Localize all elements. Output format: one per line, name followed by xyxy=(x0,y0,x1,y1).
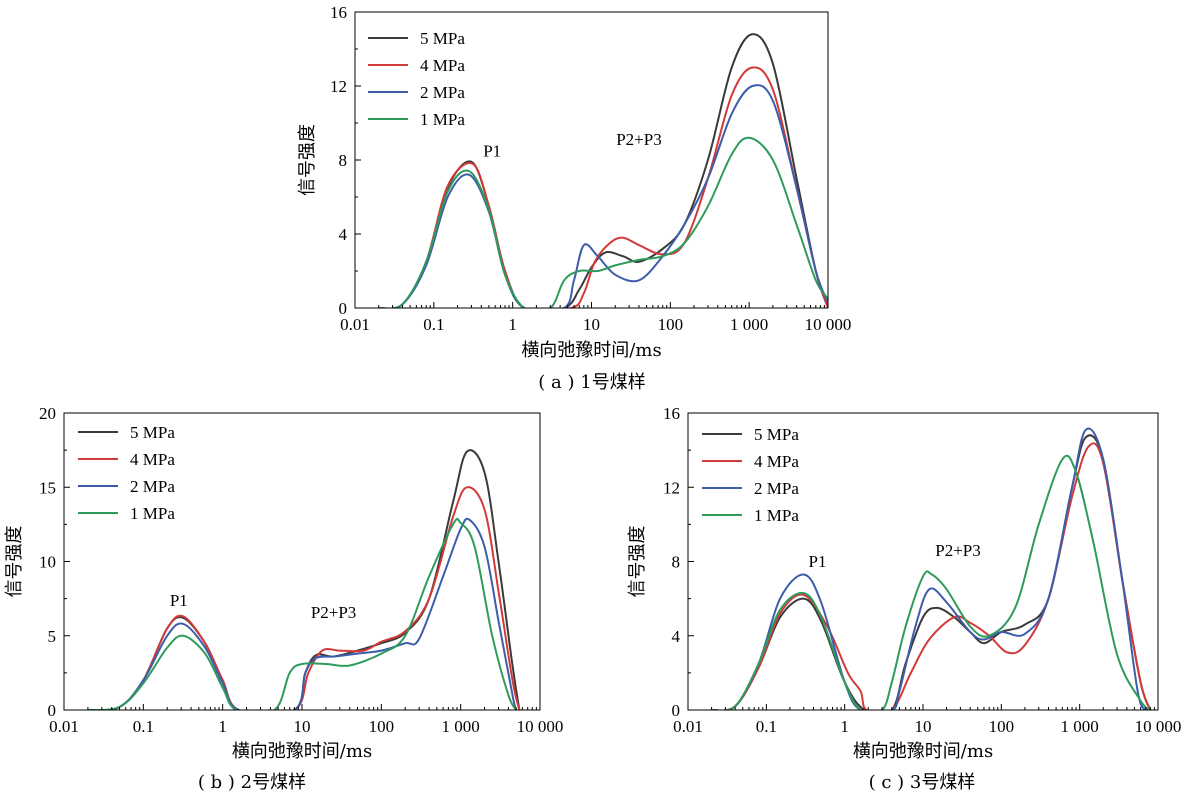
y-tick-label: 16 xyxy=(663,404,680,423)
x-tick-label: 10 000 xyxy=(805,315,852,334)
y-tick-label: 20 xyxy=(39,404,56,423)
x-tick-label: 0.01 xyxy=(49,717,79,736)
x-tick-label: 100 xyxy=(989,717,1015,736)
y-tick-label: 4 xyxy=(339,225,348,244)
x-tick-label: 0.1 xyxy=(133,717,154,736)
series-line-4-mpa xyxy=(711,442,1152,710)
legend-label: 2 MPa xyxy=(420,83,465,102)
x-tick-label: 1 000 xyxy=(442,717,480,736)
x-tick-label: 0.1 xyxy=(423,315,444,334)
y-tick-label: 5 xyxy=(48,627,57,646)
legend-label: 5 MPa xyxy=(420,29,465,48)
y-axis-label: 信号强度 xyxy=(627,526,648,598)
chart-caption: ( c ) 3号煤样 xyxy=(869,772,976,793)
peak-annotation: P1 xyxy=(809,552,827,571)
series-line-1-mpa xyxy=(711,454,1152,710)
series-line-1-mpa xyxy=(378,136,828,308)
x-tick-label: 1 xyxy=(840,717,849,736)
x-axis-label: 横向弛豫时间/ms xyxy=(521,340,661,361)
y-tick-label: 8 xyxy=(672,553,681,572)
x-tick-label: 10 000 xyxy=(517,717,564,736)
chart-a: 0.01 0.1 1 10 100 1 000 10 000 0 4 8 12 16 横向弛豫时间/ms… xyxy=(297,3,851,393)
series-group xyxy=(378,33,828,308)
series-line-2-mpa xyxy=(378,83,828,308)
legend-label: 1 MPa xyxy=(130,504,175,523)
y-tick-label: 4 xyxy=(672,627,681,646)
peak-annotation: P2+P3 xyxy=(616,130,662,149)
chart-b: 0.01 0.1 1 10 100 1 000 10 000 0 5 10 15 20 横向弛豫时间/m… xyxy=(4,404,563,793)
x-tick-label: 10 xyxy=(294,717,311,736)
chart-c: 0.01 0.1 1 10 100 1 000 10 000 0 4 8 12 16 横向弛豫时间/ms… xyxy=(627,404,1181,793)
x-tick-label: 100 xyxy=(369,717,395,736)
legend-label: 2 MPa xyxy=(130,477,175,496)
peak-annotation: P2+P3 xyxy=(935,541,981,560)
legend-label: 1 MPa xyxy=(754,506,799,525)
series-line-2-mpa xyxy=(87,517,518,710)
series-group xyxy=(87,449,521,710)
series-line-4-mpa xyxy=(87,486,521,710)
y-tick-label: 16 xyxy=(330,3,347,22)
x-tick-label: 100 xyxy=(658,315,684,334)
x-tick-label: 1 xyxy=(218,717,227,736)
x-axis-label: 横向弛豫时间/ms xyxy=(232,741,372,762)
x-tick-label: 0.01 xyxy=(340,315,370,334)
x-tick-label: 10 000 xyxy=(1135,717,1182,736)
series-line-2-mpa xyxy=(711,427,1147,710)
x-tick-label: 10 xyxy=(583,315,600,334)
series-line-1-mpa xyxy=(87,517,517,710)
x-tick-label: 1 xyxy=(508,315,517,334)
y-tick-label: 0 xyxy=(339,299,348,318)
y-tick-label: 12 xyxy=(663,478,680,497)
chart-caption: ( a ) 1号煤样 xyxy=(538,372,645,393)
legend-label: 5 MPa xyxy=(130,423,175,442)
y-tick-label: 8 xyxy=(339,151,348,170)
x-tick-label: 1 000 xyxy=(730,315,768,334)
series-line-5-mpa xyxy=(378,33,828,308)
peak-annotation: P2+P3 xyxy=(311,603,357,622)
x-tick-label: 1 000 xyxy=(1061,717,1099,736)
legend-label: 1 MPa xyxy=(420,110,465,129)
y-tick-label: 15 xyxy=(39,478,56,497)
x-axis-label: 横向弛豫时间/ms xyxy=(853,741,993,762)
y-axis-label: 信号强度 xyxy=(4,526,25,598)
y-tick-label: 12 xyxy=(330,77,347,96)
y-axis-label: 信号强度 xyxy=(297,124,318,196)
chart-caption: ( b ) 2号煤样 xyxy=(198,772,306,793)
y-tick-label: 0 xyxy=(672,701,681,720)
peak-annotation: P1 xyxy=(483,141,501,160)
legend-label: 5 MPa xyxy=(754,425,799,444)
legend-label: 4 MPa xyxy=(130,450,175,469)
legend-label: 4 MPa xyxy=(754,452,799,471)
peak-annotation: P1 xyxy=(170,591,188,610)
x-tick-label: 10 xyxy=(915,717,932,736)
series-group xyxy=(711,427,1152,710)
y-tick-label: 10 xyxy=(39,553,56,572)
x-tick-label: 0.01 xyxy=(673,717,703,736)
legend-label: 4 MPa xyxy=(420,56,465,75)
x-tick-label: 0.1 xyxy=(756,717,777,736)
series-line-4-mpa xyxy=(378,66,828,308)
y-tick-label: 0 xyxy=(48,701,57,720)
legend-label: 2 MPa xyxy=(754,479,799,498)
